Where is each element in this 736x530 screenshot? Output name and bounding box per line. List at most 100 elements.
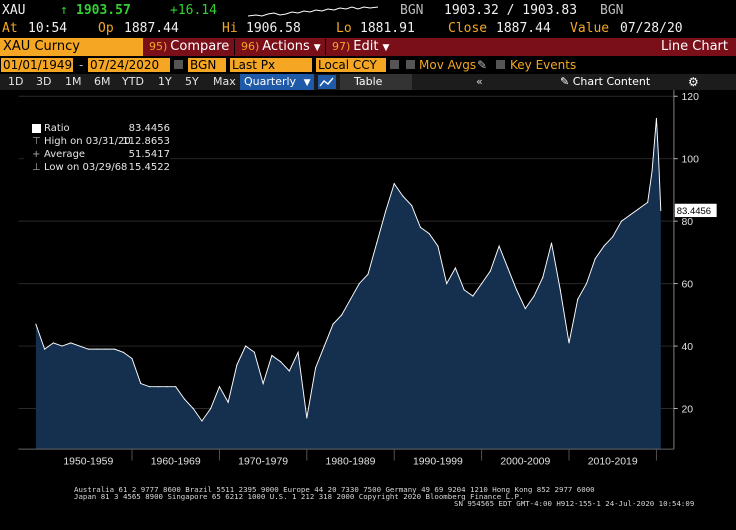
period-5y[interactable]: 5Y	[185, 75, 199, 88]
period-6m[interactable]: 6M	[94, 75, 111, 88]
quote-row-2: At 10:54 Op 1887.44 Hi 1906.58 Lo 1881.9…	[0, 20, 736, 38]
period-ytd[interactable]: YTD	[122, 75, 144, 88]
currency-select[interactable]: Local CCY	[316, 58, 386, 72]
legend-average: + Average 51.5417	[24, 148, 170, 161]
period-1m[interactable]: 1M	[65, 75, 82, 88]
high-label: Hi	[222, 21, 238, 36]
last-price: 1903.57	[76, 3, 131, 18]
high-value: 1906.58	[246, 21, 301, 36]
caret-down-icon: ▼	[382, 43, 390, 53]
footer-line-3: SN 954565 EDT GMT-4:00 H912-155-1 24-Jul…	[454, 499, 695, 508]
period-1y[interactable]: 1Y	[158, 75, 172, 88]
data-point	[52, 342, 54, 344]
data-point	[638, 208, 640, 210]
data-point	[61, 345, 63, 347]
data-point	[227, 401, 229, 403]
last-value-tag	[674, 203, 717, 218]
x-tick-label: 1990-1999	[413, 456, 463, 467]
field-select[interactable]: Last Px	[230, 58, 312, 72]
chart-area: Ratio 83.4456 ⊤ High on 03/31/20 112.865…	[0, 90, 736, 470]
up-arrow-icon: ↑	[60, 3, 68, 18]
mov-avgs-label[interactable]: Mov Avgs	[419, 58, 477, 72]
edit-number: 97)	[332, 40, 351, 53]
y-tick-label: 40	[682, 342, 694, 353]
low-label: Lo	[336, 21, 352, 36]
frequency-select[interactable]: Quarterly ▼	[240, 74, 314, 90]
data-point	[481, 283, 483, 285]
source-input[interactable]: BGN	[188, 58, 226, 72]
gear-icon[interactable]: ⚙	[688, 75, 699, 89]
data-point	[550, 242, 553, 244]
chart-legend: Ratio 83.4456 ⊤ High on 03/31/20 112.865…	[24, 120, 170, 178]
start-date-input[interactable]: 01/01/1949	[1, 58, 73, 72]
table-button[interactable]: Table	[340, 74, 412, 90]
data-point	[297, 351, 299, 353]
line-chart-icon[interactable]	[318, 75, 336, 89]
legend-ratio-label: Ratio	[44, 123, 70, 134]
legend-low: ⊥ Low on 03/29/68 15.4522	[24, 161, 170, 174]
legend-low-label: Low on 03/29/68	[44, 162, 128, 173]
period-max[interactable]: Max	[213, 75, 236, 88]
data-point	[603, 245, 605, 247]
data-point	[516, 289, 518, 291]
data-point	[245, 345, 247, 347]
data-point	[533, 295, 535, 297]
compare-number: 95)	[149, 40, 168, 53]
pencil-icon[interactable]: ✎	[477, 58, 488, 72]
security-field[interactable]: XAU Curncy	[0, 38, 143, 56]
data-point	[446, 283, 448, 285]
compare-button[interactable]: 95) Compare	[146, 38, 232, 56]
data-point	[524, 308, 526, 310]
legend-average-label: Average	[44, 149, 86, 160]
data-point	[651, 170, 653, 172]
open-value: 1887.44	[124, 21, 179, 36]
data-point	[559, 289, 561, 291]
caret-down-icon: ▼	[303, 78, 311, 88]
data-point	[577, 298, 579, 300]
collapse-chevrons-icon[interactable]: «	[476, 75, 483, 88]
data-point	[629, 214, 631, 216]
legend-high-label: High on 03/31/20	[44, 136, 131, 147]
currency-dropdown-icon[interactable]	[390, 60, 399, 69]
data-point	[542, 276, 544, 278]
footer: Australia 61 2 9777 8600 Brazil 5511 239…	[0, 486, 736, 530]
actions-button[interactable]: 96) Actions ▼	[238, 38, 322, 56]
data-point	[660, 209, 662, 211]
period-3d[interactable]: 3D	[36, 75, 52, 88]
data-point	[655, 117, 657, 119]
footer-line-2: Japan 81 3 4565 8900 Singapore 65 6212 1…	[74, 492, 524, 501]
legend-swatch	[32, 124, 41, 133]
calendar-icon[interactable]	[174, 60, 183, 69]
y-tick-label: 20	[682, 404, 694, 415]
quote-row-1: XAU ↑ 1903.57 +16.14 BGN 1903.32 / 1903.…	[0, 2, 736, 20]
x-tick-label: 2010-2019	[588, 456, 638, 467]
compare-label: Compare	[170, 39, 230, 54]
data-point	[658, 158, 660, 160]
price-chart[interactable]: 20 40 60 80 100 120 83.4456 1950-1959 1960-1969 1…	[0, 90, 736, 470]
mov-avgs-checkbox[interactable]	[406, 60, 415, 69]
chart-content-button[interactable]: ✎ Chart Content	[560, 74, 650, 90]
data-point	[472, 295, 474, 297]
net-change: +16.14	[170, 3, 217, 18]
key-events-checkbox[interactable]	[496, 60, 505, 69]
data-point	[332, 323, 334, 325]
data-point	[411, 204, 413, 207]
ticker-label: XAU	[2, 3, 26, 18]
data-point	[157, 386, 159, 388]
edit-button[interactable]: 97) Edit ▼	[329, 38, 393, 56]
data-point	[384, 211, 387, 213]
footer-line-1: Australia 61 2 9777 8600 Brazil 5511 239…	[74, 485, 595, 494]
data-point	[498, 245, 500, 247]
key-events-label[interactable]: Key Events	[510, 58, 577, 72]
data-point	[79, 345, 81, 347]
data-point	[585, 283, 588, 285]
data-point	[349, 298, 352, 300]
data-point	[428, 233, 430, 235]
end-date-input[interactable]: 07/24/2020	[88, 58, 170, 72]
period-1d[interactable]: 1D	[8, 75, 24, 88]
close-label: Close	[448, 21, 488, 36]
x-tick-label: 1980-1989	[326, 456, 376, 467]
data-point	[437, 245, 439, 247]
data-point	[166, 386, 168, 388]
data-point	[131, 357, 133, 360]
